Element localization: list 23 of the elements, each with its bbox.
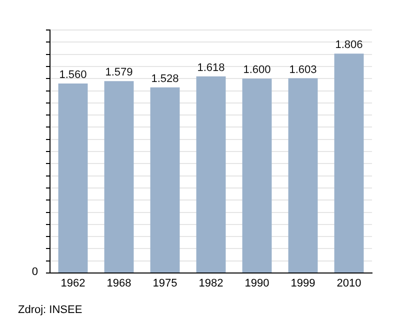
bar (150, 87, 180, 272)
x-tick-label: 1999 (290, 278, 316, 290)
data-label: 1.603 (289, 64, 317, 76)
data-label: 1.528 (151, 72, 179, 85)
x-tick-label: 1962 (60, 278, 86, 290)
data-label: 1.560 (59, 68, 87, 81)
data-label: 1.806 (335, 39, 363, 52)
x-tick-label: 1982 (198, 278, 224, 290)
text: Zdroj: INSEE (18, 304, 82, 316)
data-label: 1.579 (105, 66, 133, 79)
bar (58, 83, 88, 272)
x-tick-label: 1990 (244, 278, 270, 290)
x-tick-label: 1975 (152, 278, 178, 290)
data-label: 1.600 (243, 64, 271, 76)
bar (334, 54, 364, 272)
bar (242, 78, 272, 272)
x-tick-label: 2010 (336, 278, 362, 290)
bar (288, 78, 318, 272)
x-tick-label: 1968 (106, 278, 132, 290)
text: 0 (32, 266, 38, 278)
bar (104, 81, 134, 272)
bar (196, 76, 226, 272)
data-label: 1.618 (197, 62, 225, 74)
